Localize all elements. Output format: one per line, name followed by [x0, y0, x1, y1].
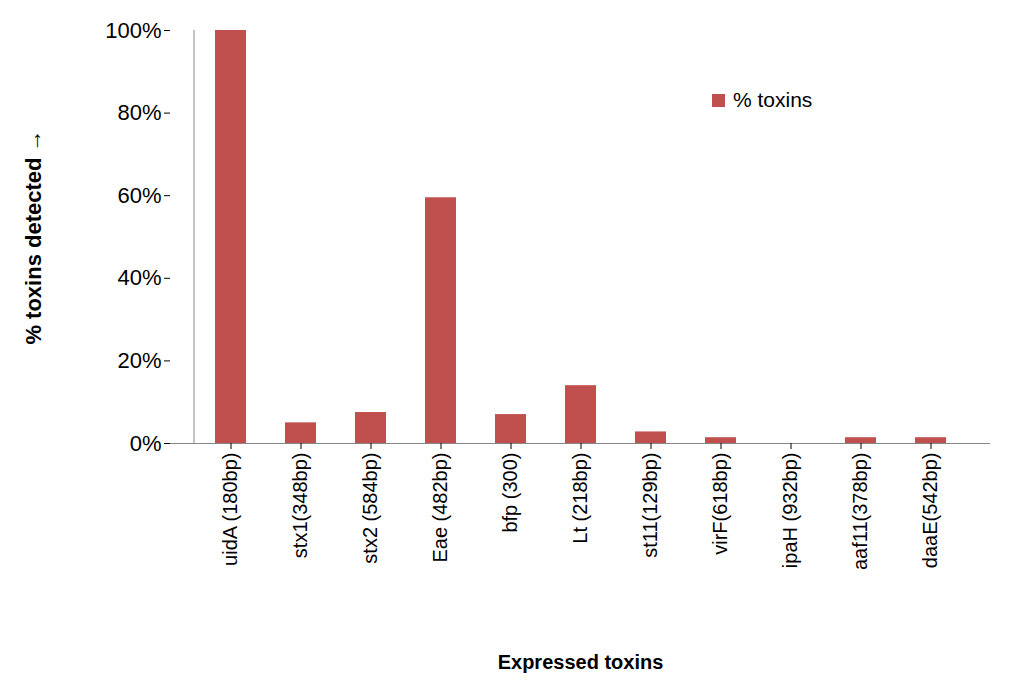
- svg-text:uidA (180bp): uidA (180bp): [219, 453, 241, 566]
- svg-text:virF(618bp): virF(618bp): [709, 453, 731, 555]
- svg-text:stx2 (584bp): stx2 (584bp): [359, 453, 381, 564]
- svg-text:aaf11(378bp): aaf11(378bp): [849, 453, 871, 571]
- svg-text:stx1(348bp): stx1(348bp): [289, 453, 311, 559]
- html-text:% toxins: % toxins: [733, 88, 813, 111]
- svg-text:Eae (482bp): Eae (482bp): [429, 453, 451, 563]
- svg-text:% toxins detected →: % toxins detected →: [21, 129, 46, 344]
- svg-text:st11(129bp): st11(129bp): [639, 453, 661, 558]
- svg-text:Expressed toxins: Expressed toxins: [498, 651, 664, 673]
- svg-text:100%: 100%: [105, 18, 161, 43]
- svg-text:daaE(542bp): daaE(542bp): [919, 453, 941, 569]
- svg-text:0%: 0%: [130, 431, 162, 456]
- svg-text:bfp (300): bfp (300): [499, 453, 521, 533]
- svg-text:Lt (218bp): Lt (218bp): [569, 453, 591, 544]
- svg-text:20%: 20%: [117, 348, 161, 373]
- svg-text:40%: 40%: [117, 265, 161, 290]
- svg-text:80%: 80%: [117, 100, 161, 125]
- svg-text:60%: 60%: [117, 183, 161, 208]
- svg-text:ipaH (932bp): ipaH (932bp): [779, 453, 801, 569]
